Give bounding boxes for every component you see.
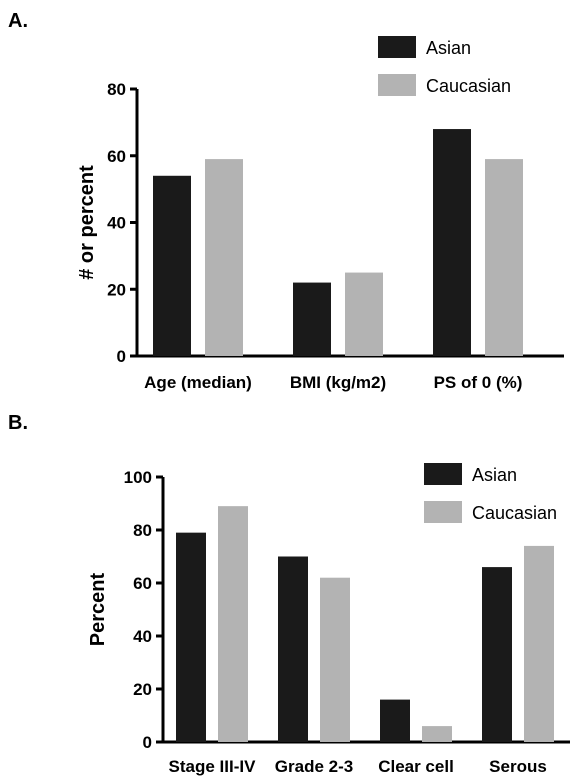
y-axis-title: Percent [87, 572, 109, 646]
y-tick-label: 20 [133, 680, 152, 699]
legend-swatch-caucasian [424, 501, 462, 523]
legend-swatch-asian [378, 36, 416, 58]
x-category-label: Age (median) [144, 373, 252, 392]
bar-caucasian-3 [485, 159, 523, 356]
x-category-label: Clear cell [378, 757, 454, 776]
x-category-label: Stage III-IV [169, 757, 257, 776]
x-category-label: PS of 0 (%) [434, 373, 523, 392]
legend-label-asian: Asian [426, 38, 471, 58]
y-tick-label: 40 [107, 214, 126, 233]
bar-caucasian-1 [205, 159, 243, 356]
bar-caucasian-3 [422, 726, 452, 742]
bar-asian-3 [433, 129, 471, 356]
bar-caucasian-1 [218, 506, 248, 742]
x-category-label: Serous [489, 757, 547, 776]
panel-a-label: A. [8, 10, 28, 32]
y-tick-label: 100 [124, 468, 152, 487]
bar-caucasian-4 [524, 545, 554, 742]
y-tick-label: 80 [107, 80, 126, 99]
bar-caucasian-2 [320, 577, 350, 742]
y-tick-label: 60 [107, 147, 126, 166]
legend-swatch-asian [424, 463, 462, 485]
y-tick-label: 0 [117, 347, 126, 366]
chart-a: 0 20 40 60 80 # or percent Age (median) BMI (kg… [76, 36, 564, 392]
legend-label-caucasian: Caucasian [426, 76, 511, 96]
bar-asian-2 [278, 556, 308, 742]
y-tick-label: 40 [133, 627, 152, 646]
x-category-label: Grade 2-3 [275, 757, 353, 776]
bar-asian-2 [293, 282, 331, 356]
y-tick-label: 20 [107, 280, 126, 299]
x-category-label: BMI (kg/m2) [290, 373, 386, 392]
bar-caucasian-2 [345, 272, 383, 356]
bar-asian-4 [482, 567, 512, 742]
legend-label-caucasian: Caucasian [472, 503, 557, 523]
y-tick-label: 60 [133, 574, 152, 593]
bar-asian-1 [153, 175, 191, 356]
panel-b-label: B. [8, 412, 28, 434]
chart-b: 0 20 40 60 80 100 Percent Stage III-IV Grade 2-3… [87, 463, 570, 776]
bar-asian-1 [176, 532, 206, 742]
bar-asian-3 [380, 699, 410, 742]
legend-label-asian: Asian [472, 465, 517, 485]
legend-swatch-caucasian [378, 74, 416, 96]
y-axis-title: # or percent [76, 165, 98, 280]
y-tick-label: 0 [143, 733, 152, 752]
y-tick-label: 80 [133, 521, 152, 540]
